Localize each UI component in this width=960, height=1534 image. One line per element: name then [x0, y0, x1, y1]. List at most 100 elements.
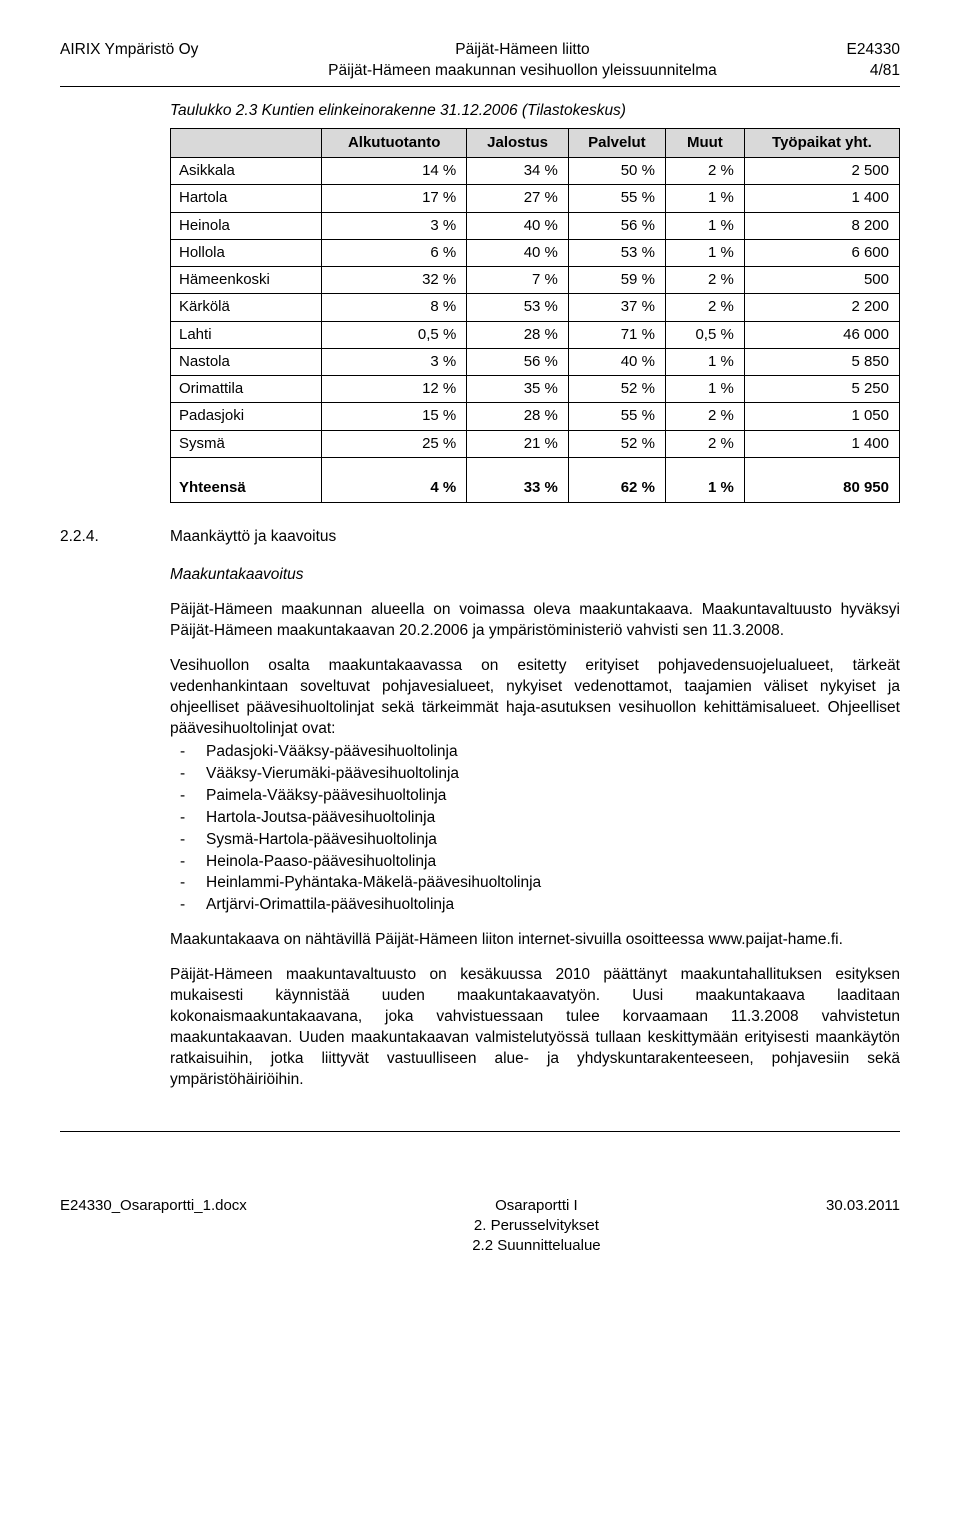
table-cell: 52 %: [568, 376, 665, 403]
table-cell: 2 %: [665, 294, 744, 321]
table-cell: 12 %: [322, 376, 467, 403]
table-cell: 2 %: [665, 403, 744, 430]
header-center: Päijät-Hämeen liitto Päijät-Hämeen maaku…: [198, 40, 846, 82]
table-cell: Lahti: [171, 321, 322, 348]
linja-list: Padasjoki-Vääksy-päävesihuoltolinjaVääks…: [170, 742, 900, 916]
table-cell: Hollola: [171, 239, 322, 266]
list-item: Hartola-Joutsa-päävesihuoltolinja: [170, 808, 900, 829]
table-row: Asikkala14 %34 %50 %2 %2 500: [171, 158, 900, 185]
table-cell: 37 %: [568, 294, 665, 321]
table-cell: 1 050: [744, 403, 899, 430]
table-cell: 1 400: [744, 430, 899, 457]
table-cell: 6 %: [322, 239, 467, 266]
table-cell: 17 %: [322, 185, 467, 212]
header-right-top: E24330: [847, 40, 900, 61]
th-muut: Muut: [665, 128, 744, 157]
table-total-cell: 1 %: [665, 475, 744, 502]
table-cell: 56 %: [467, 348, 569, 375]
table-cell: 34 %: [467, 158, 569, 185]
table-cell: 40 %: [467, 212, 569, 239]
footer-right: 30.03.2011: [826, 1196, 900, 1257]
footer-center: Osaraportti I 2. Perusselvitykset 2.2 Su…: [247, 1196, 826, 1257]
table-cell: Orimattila: [171, 376, 322, 403]
table-cell: 2 %: [665, 158, 744, 185]
table-cell: 71 %: [568, 321, 665, 348]
table-cell: 1 400: [744, 185, 899, 212]
table-cell: 5 850: [744, 348, 899, 375]
table-cell: 1 %: [665, 348, 744, 375]
table-cell: Kärkölä: [171, 294, 322, 321]
table-total-cell: 33 %: [467, 475, 569, 502]
paragraph-4: Päijät-Hämeen maakuntavaltuusto on kesäk…: [170, 965, 900, 1091]
th-blank: [171, 128, 322, 157]
table-cell: 2 %: [665, 430, 744, 457]
table-cell: Padasjoki: [171, 403, 322, 430]
table-cell: 56 %: [568, 212, 665, 239]
table-spacer-row: [171, 457, 900, 475]
table-cell: 53 %: [568, 239, 665, 266]
table-cell: 2 500: [744, 158, 899, 185]
table-cell: Sysmä: [171, 430, 322, 457]
table-row: Lahti0,5 %28 %71 %0,5 %46 000: [171, 321, 900, 348]
table-row: Hämeenkoski32 %7 %59 %2 %500: [171, 267, 900, 294]
header-center-top: Päijät-Hämeen liitto: [198, 40, 846, 61]
table-cell: 8 200: [744, 212, 899, 239]
table-cell: 55 %: [568, 403, 665, 430]
table-cell: 8 %: [322, 294, 467, 321]
list-item: Vääksy-Vierumäki-päävesihuoltolinja: [170, 764, 900, 785]
list-item: Heinlammi-Pyhäntaka-Mäkelä-päävesihuolto…: [170, 873, 900, 894]
table-cell: 35 %: [467, 376, 569, 403]
table-total-cell: Yhteensä: [171, 475, 322, 502]
table-row: Orimattila12 %35 %52 %1 %5 250: [171, 376, 900, 403]
list-item: Paimela-Vääksy-päävesihuoltolinja: [170, 786, 900, 807]
footer-center-top: Osaraportti I: [247, 1196, 826, 1216]
document-page: AIRIX Ympäristö Oy Päijät-Hämeen liitto …: [0, 0, 960, 1296]
table-row: Nastola3 %56 %40 %1 %5 850: [171, 348, 900, 375]
table-cell: 14 %: [322, 158, 467, 185]
footer-center-bot: 2.2 Suunnittelualue: [247, 1236, 826, 1256]
table-cell: 28 %: [467, 403, 569, 430]
table-cell: 1 %: [665, 376, 744, 403]
list-item: Sysmä-Hartola-päävesihuoltolinja: [170, 830, 900, 851]
table-cell: 500: [744, 267, 899, 294]
table-cell: 27 %: [467, 185, 569, 212]
table-cell: 40 %: [568, 348, 665, 375]
th-jalostus: Jalostus: [467, 128, 569, 157]
table-total-cell: 62 %: [568, 475, 665, 502]
table-cell: Hartola: [171, 185, 322, 212]
table-cell: 28 %: [467, 321, 569, 348]
paragraph-1: Päijät-Hämeen maakunnan alueella on voim…: [170, 600, 900, 642]
table-cell: 5 250: [744, 376, 899, 403]
table-cell: 40 %: [467, 239, 569, 266]
table-total-cell: 80 950: [744, 475, 899, 502]
table-cell: Hämeenkoski: [171, 267, 322, 294]
header-right: E24330 4/81: [847, 40, 900, 82]
table-cell: 7 %: [467, 267, 569, 294]
header-rule: [60, 86, 900, 87]
th-palvelut: Palvelut: [568, 128, 665, 157]
footer-rule: [60, 1131, 900, 1132]
paragraph-2: Vesihuollon osalta maakuntakaavassa on e…: [170, 656, 900, 740]
header-left: AIRIX Ympäristö Oy: [60, 40, 198, 82]
table-row: Heinola3 %40 %56 %1 %8 200: [171, 212, 900, 239]
table-cell: 46 000: [744, 321, 899, 348]
footer-left: E24330_Osaraportti_1.docx: [60, 1196, 247, 1257]
th-alkutuotanto: Alkutuotanto: [322, 128, 467, 157]
paragraph-3: Maakuntakaava on nähtävillä Päijät-Hämee…: [170, 930, 900, 951]
table-cell: Nastola: [171, 348, 322, 375]
section-subheading: Maakuntakaavoitus: [170, 565, 900, 586]
table-row: Sysmä25 %21 %52 %2 %1 400: [171, 430, 900, 457]
section-number: 2.2.4.: [60, 527, 170, 548]
table-caption: Taulukko 2.3 Kuntien elinkeinorakenne 31…: [170, 101, 900, 122]
table-cell: 1 %: [665, 185, 744, 212]
table-cell: 50 %: [568, 158, 665, 185]
table-cell: 0,5 %: [322, 321, 467, 348]
table-cell: 0,5 %: [665, 321, 744, 348]
table-row: Hollola6 %40 %53 %1 %6 600: [171, 239, 900, 266]
table-cell: 25 %: [322, 430, 467, 457]
table-cell: Heinola: [171, 212, 322, 239]
table-row: Kärkölä8 %53 %37 %2 %2 200: [171, 294, 900, 321]
table-row: Padasjoki15 %28 %55 %2 %1 050: [171, 403, 900, 430]
table-cell: 6 600: [744, 239, 899, 266]
list-item: Heinola-Paaso-päävesihuoltolinja: [170, 852, 900, 873]
